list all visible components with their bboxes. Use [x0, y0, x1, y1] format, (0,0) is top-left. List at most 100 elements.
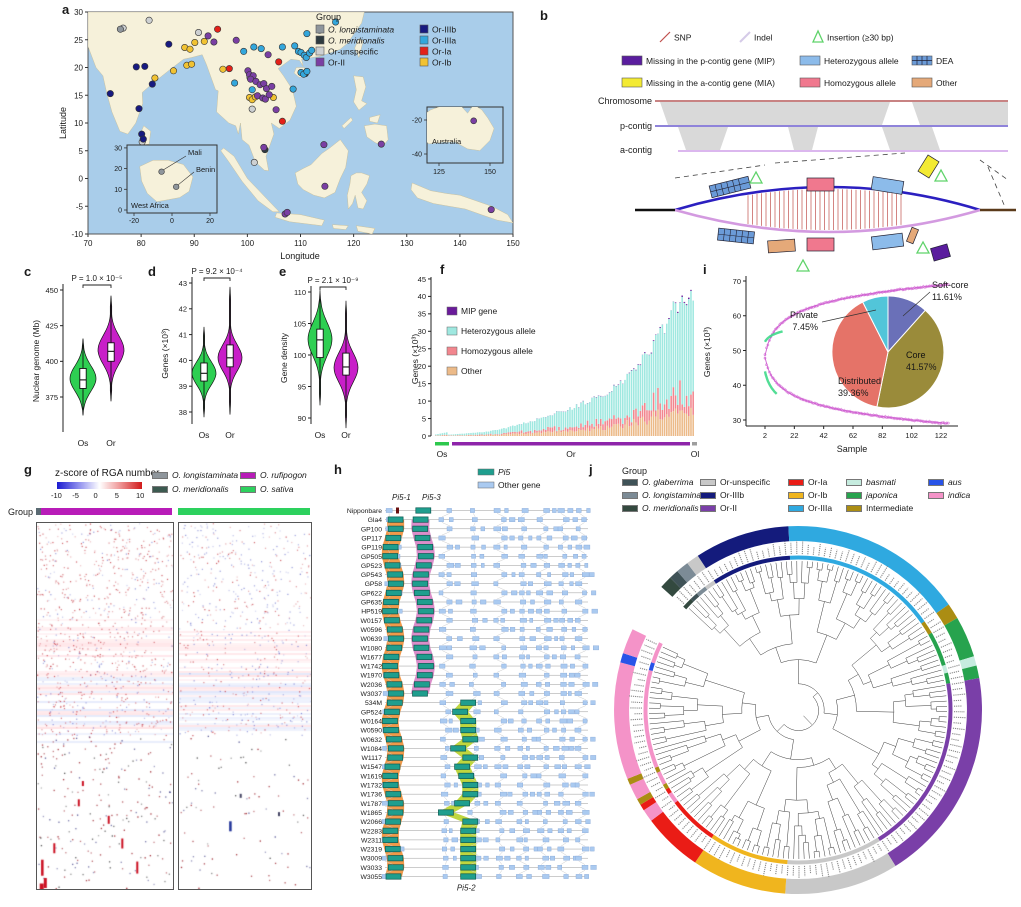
- svg-text:GP58: GP58: [365, 581, 383, 588]
- svg-text:Distributed: Distributed: [838, 376, 881, 386]
- svg-text:Pi5-3: Pi5-3: [422, 493, 441, 502]
- svg-text:40: 40: [179, 356, 187, 365]
- svg-text:Homozygous allele: Homozygous allele: [824, 78, 896, 88]
- svg-text:Or-II: Or-II: [328, 58, 345, 68]
- svg-text:30: 30: [114, 145, 122, 152]
- svg-text:W1865: W1865: [360, 810, 382, 817]
- svg-text:W2036: W2036: [360, 682, 382, 689]
- tree-legend-item: O. longistaminata: [622, 490, 708, 500]
- inset-west-africa: Mali Benin West Africa -20 0 20 30 20 10 0: [114, 144, 218, 225]
- tree-legend-swatch: [700, 504, 716, 512]
- svg-text:W2311: W2311: [361, 837, 382, 844]
- panel-a-letter: a: [62, 2, 70, 17]
- panel-d-violin: 38 39 40 41 42 43 Genes (×10³) P = 9.2 × 10⁻⁴ Os…: [160, 267, 243, 440]
- svg-text:82: 82: [878, 431, 886, 440]
- svg-text:GP117: GP117: [361, 535, 382, 542]
- svg-text:Pi5-1: Pi5-1: [392, 493, 411, 502]
- tree-legend-item: Or-Ib: [788, 490, 827, 500]
- violin-Or: Or: [97, 295, 125, 448]
- svg-text:Other: Other: [461, 366, 482, 376]
- svg-text:GP524: GP524: [361, 709, 382, 716]
- colorbar-tick: 0: [93, 491, 98, 500]
- svg-text:W2283: W2283: [360, 828, 382, 835]
- svg-text:60: 60: [733, 312, 741, 321]
- tree-tip-labels: [628, 540, 967, 879]
- svg-text:W0157: W0157: [360, 618, 382, 625]
- svg-text:Core: Core: [906, 350, 926, 360]
- violin-Os: Os: [307, 290, 333, 440]
- tree-legend-item: Or-IIIa: [788, 503, 832, 513]
- colorbar-tick: -10: [51, 491, 62, 500]
- svg-text:11.61%: 11.61%: [932, 292, 962, 302]
- svg-text:0: 0: [170, 218, 174, 225]
- species-swatch: [152, 471, 168, 479]
- svg-text:W1619: W1619: [360, 773, 382, 780]
- tree-legend-item: O. glaberrima: [622, 477, 694, 487]
- violin-Or: Or: [217, 286, 243, 440]
- tree-legend-swatch: [788, 491, 804, 499]
- svg-text:W1970: W1970: [360, 673, 382, 680]
- svg-text:O. meridionalis: O. meridionalis: [328, 36, 385, 46]
- svg-text:Missing in the a-contig gene (: Missing in the a-contig gene (MIA): [646, 78, 775, 88]
- svg-text:70: 70: [84, 239, 93, 248]
- axis: 90 95 100 105 110 Gene density P = 2.1 × 10⁻⁹: [279, 276, 359, 424]
- svg-text:SNP: SNP: [674, 33, 692, 43]
- svg-text:Chromosome: Chromosome: [598, 96, 652, 106]
- svg-text:125: 125: [433, 169, 445, 176]
- svg-text:0: 0: [118, 208, 122, 215]
- svg-text:GP100: GP100: [361, 526, 382, 533]
- svg-text:W1080: W1080: [360, 645, 382, 652]
- svg-text:5: 5: [422, 414, 426, 423]
- svg-text:120: 120: [347, 239, 361, 248]
- svg-text:GP119: GP119: [361, 545, 382, 552]
- svg-text:W1787: W1787: [360, 801, 382, 808]
- svg-text:7.45%: 7.45%: [792, 322, 818, 332]
- tree-legend-item: Or-II: [700, 503, 737, 513]
- svg-text:Os: Os: [315, 430, 326, 440]
- species-legend-item: O. longistaminata: [152, 470, 238, 480]
- svg-text:Pi5-2: Pi5-2: [457, 884, 476, 893]
- svg-text:-20: -20: [129, 218, 139, 225]
- tree-legend-item: Or-unspecific: [700, 477, 770, 487]
- svg-text:Os: Os: [199, 430, 210, 440]
- svg-text:W1736: W1736: [360, 792, 382, 799]
- svg-text:70: 70: [733, 277, 741, 286]
- svg-text:GP523: GP523: [361, 563, 382, 570]
- panel-b-letter: b: [540, 8, 548, 23]
- svg-text:a-contig: a-contig: [620, 145, 652, 155]
- svg-text:Or: Or: [106, 438, 116, 448]
- svg-text:Heterozygous allele: Heterozygous allele: [824, 56, 899, 66]
- svg-text:35: 35: [418, 310, 426, 319]
- svg-text:W3037: W3037: [360, 691, 382, 698]
- svg-text:10: 10: [114, 187, 122, 194]
- violin-Os: Os: [191, 326, 217, 440]
- svg-text:Or-Ia: Or-Ia: [432, 47, 452, 57]
- svg-text:20: 20: [206, 218, 214, 225]
- svg-text:Genes (×10³): Genes (×10³): [702, 327, 712, 377]
- group-label: Group: [8, 507, 34, 517]
- svg-text:Other gene: Other gene: [498, 480, 541, 490]
- h-rows: Nipponbare Gla4 GP100 GP117 GP119 GP505 GP523 G…: [347, 507, 599, 881]
- svg-text:P = 9.2 × 10⁻⁴: P = 9.2 × 10⁻⁴: [191, 267, 243, 276]
- svg-text:375: 375: [45, 393, 58, 402]
- i-pie: [831, 295, 945, 409]
- heatmap-right: [178, 522, 312, 890]
- svg-text:122: 122: [935, 431, 948, 440]
- svg-text:MIP gene: MIP gene: [461, 306, 498, 316]
- svg-text:90: 90: [298, 414, 306, 423]
- svg-text:Sample: Sample: [837, 444, 868, 454]
- svg-text:400: 400: [45, 357, 58, 366]
- tree-legend-item: indica: [928, 490, 970, 500]
- svg-text:W3055: W3055: [360, 874, 382, 881]
- b-tracks: Chromosome p-contig a-contig: [598, 96, 1008, 155]
- group-bar-segment: [178, 508, 310, 515]
- svg-text:Gla4: Gla4: [368, 517, 383, 524]
- svg-text:Indel: Indel: [754, 33, 773, 43]
- b-legend: SNP Indel Insertion (≥30 bp) Missing in the…: [621, 29, 957, 88]
- svg-text:39.36%: 39.36%: [838, 388, 869, 398]
- svg-text:Or: Or: [566, 449, 576, 459]
- svg-text:0: 0: [422, 432, 426, 441]
- violin-Os: Os: [69, 338, 97, 448]
